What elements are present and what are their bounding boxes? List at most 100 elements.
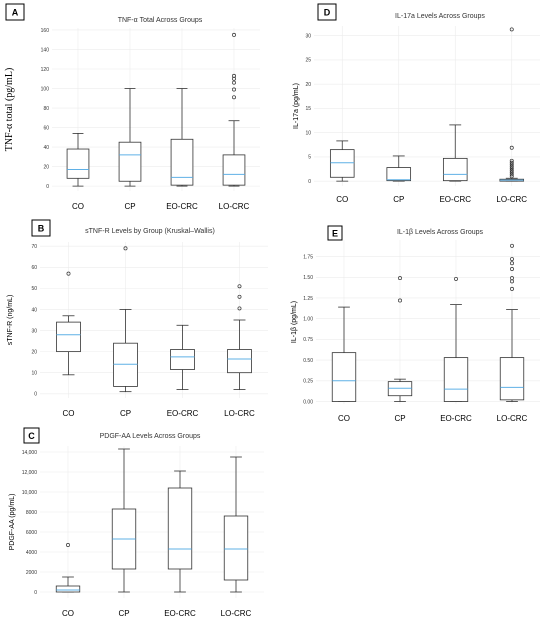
chart-b-letter-box	[31, 219, 51, 237]
chart-c-xtick-lo-crc: LO-CRC	[221, 609, 252, 618]
chart-d-lo-crc-outlier-2	[509, 158, 514, 163]
chart-c-lo-crc-box	[223, 515, 249, 581]
chart-a-letter-box	[5, 3, 25, 21]
chart-e-lo-crc-outlier-5	[510, 279, 514, 284]
chart-d-lo-crc-outlier-5	[509, 164, 514, 169]
chart-b-ytick-5: 50	[31, 286, 37, 292]
chart-e-ytick-0: 0.00	[303, 399, 313, 405]
chart-c-ylabel: PDGF-AA (pg/mL)	[9, 494, 16, 551]
chart-b-panel-letter: B	[38, 224, 45, 234]
chart-c-title: PDGF-AA Levels Across Groups	[100, 433, 201, 440]
chart-d-eo-crc-box	[442, 157, 468, 182]
chart-a-xtick-lo-crc: LO-CRC	[219, 202, 250, 211]
chart-e-xtick-eo-crc: EO-CRC	[440, 414, 472, 423]
chart-c-eo-crc-box	[167, 487, 193, 570]
chart-e-lo-crc-outlier-2	[510, 261, 514, 266]
chart-b-ylabel: sTNF-R (ng/mL)	[7, 295, 14, 346]
chart-e-ytick-2: 0.50	[303, 358, 313, 364]
chart-d-lo-crc-outlier-1	[509, 145, 514, 150]
chart-e-xtick-cp: CP	[394, 414, 405, 423]
chart-b-ytick-6: 60	[31, 265, 37, 271]
chart-e-ytick-7: 1.75	[303, 254, 313, 260]
chart-e-xtick-co: CO	[338, 414, 350, 423]
chart-a-xtick-co: CO	[72, 202, 84, 211]
panel-a: A TNF-α Total Across Groups 0 20 40 60 80 100 12…	[0, 0, 275, 211]
chart-b-title: sTNF-R Levels by Group (Kruskal–Wallis)	[85, 228, 215, 235]
chart-c-ytick-2: 4000	[26, 550, 37, 556]
chart-e-xtick-lo-crc: LO-CRC	[497, 414, 528, 423]
chart-b-co-box	[56, 321, 81, 353]
chart-a-ytick-5: 100	[41, 86, 50, 92]
chart-b-cp-outlier-0	[123, 246, 128, 251]
panel-c: C PDGF-AA Levels Across Groups 0 2000 4000 60…	[0, 426, 280, 621]
chart-d-svg: D IL-17a Levels Across Groups 0 5 10 15 20 25 30…	[293, 3, 540, 204]
chart-b-xtick-lo-crc: LO-CRC	[224, 409, 255, 418]
chart-d-ytick-4: 20	[305, 82, 311, 88]
chart-c-ytick-7: 14,000	[22, 450, 38, 456]
chart-d-lo-crc-outlier-10	[509, 174, 514, 179]
chart-a-co-box	[66, 148, 90, 179]
chart-b-ytick-4: 40	[31, 307, 37, 313]
chart-a-ytick-6: 120	[41, 67, 50, 73]
chart-d-xtick-lo-crc: LO-CRC	[496, 195, 527, 204]
chart-b-ytick-0: 0	[34, 392, 37, 398]
chart-e-title: IL-1β Levels Across Groups	[397, 229, 484, 236]
chart-d-lo-crc-outlier-3	[509, 160, 514, 165]
chart-e-lo-crc-box	[499, 357, 525, 401]
chart-e-ytick-3: 0.75	[303, 337, 313, 343]
chart-e-cp-outlier-0	[398, 276, 402, 281]
chart-e-ylabel: IL-1β (pg/mL)	[291, 301, 298, 343]
chart-b-ytick-3: 30	[31, 328, 37, 334]
chart-e-lo-crc-outlier-1	[510, 257, 514, 262]
chart-b-lo-crc-box	[227, 349, 252, 374]
chart-b-xtick-cp: CP	[120, 409, 131, 418]
chart-e-letter-box	[327, 225, 343, 241]
chart-e-panel-letter: E	[332, 229, 338, 239]
chart-a-ytick-7: 140	[41, 47, 50, 53]
chart-e-svg: E IL-1β Levels Across Groups 0.00 0.25 0.50 0…	[291, 225, 540, 423]
chart-c-letter-box	[23, 427, 40, 444]
chart-a-lo-crc-outlier-0	[232, 32, 236, 37]
chart-a-lo-crc-outlier-3	[232, 80, 236, 85]
chart-a-cp-box	[118, 141, 142, 182]
chart-b-cp-box	[113, 342, 138, 387]
chart-d-cp-box	[386, 167, 412, 182]
chart-e-ytick-5: 1.25	[303, 296, 313, 302]
chart-d-panel-letter: D	[324, 8, 331, 18]
chart-c-co-box	[55, 585, 81, 593]
chart-d-ytick-6: 30	[305, 33, 311, 39]
chart-d-lo-crc-outlier-9	[509, 172, 514, 177]
chart-d-xtick-eo-crc: EO-CRC	[439, 195, 471, 204]
chart-c-co-outlier-0	[66, 543, 70, 547]
chart-e-lo-crc-outlier-0	[510, 243, 514, 248]
chart-d-lo-crc-outlier-4	[509, 162, 514, 167]
chart-b-xtick-co: CO	[63, 409, 75, 418]
chart-d-xtick-co: CO	[336, 195, 348, 204]
panel-e: E IL-1β Levels Across Groups 0.00 0.25 0.50 0…	[288, 222, 550, 437]
chart-b-eo-crc-box	[170, 349, 195, 370]
chart-a-xtick-eo-crc: EO-CRC	[166, 202, 198, 211]
chart-b-lo-crc-outlier-0	[237, 284, 242, 289]
chart-e-eo-crc-box	[443, 357, 469, 402]
chart-a-svg: A TNF-α Total Across Groups 0 20 40 60 80 100 12…	[4, 3, 260, 211]
chart-b-lo-crc-outlier-2	[237, 306, 242, 311]
chart-d-lo-crc-outlier-6	[509, 166, 514, 171]
chart-b-co-outlier-0	[66, 271, 71, 276]
chart-a-ylabel: TNF-α total (pg/mL)	[4, 68, 15, 152]
chart-c-ytick-5: 10,000	[22, 490, 38, 496]
chart-a-panel-letter: A	[12, 8, 19, 18]
chart-c-xtick-eo-crc: EO-CRC	[164, 609, 196, 618]
chart-d-ytick-5: 25	[305, 58, 311, 64]
chart-a-lo-crc-outlier-2	[232, 76, 236, 81]
chart-a-ytick-0: 0	[46, 184, 49, 190]
chart-a-eo-crc-box	[170, 138, 194, 186]
chart-a-lo-crc-outlier-5	[232, 95, 236, 100]
chart-e-ytick-1: 0.25	[303, 379, 313, 385]
chart-d-co-box	[329, 149, 355, 178]
chart-d-letter-box	[317, 3, 337, 21]
chart-d-ytick-1: 5	[308, 155, 311, 161]
chart-c-ytick-1: 2000	[26, 570, 37, 576]
chart-c-ytick-3: 6000	[26, 530, 37, 536]
chart-e-lo-crc-outlier-3	[510, 267, 514, 271]
